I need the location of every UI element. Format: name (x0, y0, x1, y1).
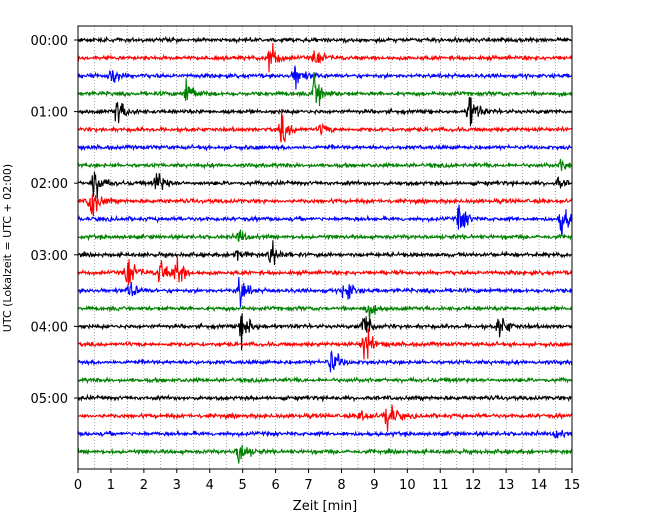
trace-0530 (77, 429, 573, 439)
trace-0515 (77, 404, 573, 432)
trace-0030 (77, 65, 573, 90)
trace-0330 (77, 277, 573, 308)
y-tick-label: 04:00 (31, 320, 68, 335)
x-tick-label: 7 (304, 478, 312, 493)
plot-frame (77, 25, 573, 470)
x-tick-label: 5 (239, 478, 247, 493)
trace-0415 (77, 328, 573, 360)
trace-0100 (77, 96, 573, 127)
trace-0115 (77, 109, 573, 143)
x-tick-label: 15 (564, 478, 581, 493)
y-axis-label: UTC (Lokalzeit = UTC + 02:00) (1, 164, 14, 332)
trace-0300 (77, 240, 573, 265)
y-tick-label: 01:00 (31, 106, 68, 121)
trace-0400 (77, 313, 573, 351)
trace-0545 (77, 444, 573, 464)
trace-0045 (77, 72, 573, 107)
x-tick-label: 0 (74, 478, 82, 493)
trace-0000 (77, 35, 573, 45)
x-tick-label: 13 (498, 478, 515, 493)
trace-0315 (77, 256, 573, 286)
trace-0015 (77, 42, 573, 73)
trace-0245 (77, 229, 573, 243)
x-tick-label: 6 (271, 478, 279, 493)
trace-0430 (77, 350, 573, 373)
y-tick-label: 05:00 (31, 392, 68, 407)
grid-lines (94, 26, 556, 469)
y-axis-ticks: 00:00 01:00 02:00 03:00 04:00 05:00 (31, 34, 78, 407)
x-axis-label: Zeit [min] (293, 499, 357, 514)
y-tick-label: 03:00 (31, 249, 68, 264)
trace-0200 (77, 171, 573, 199)
trace-0500 (77, 393, 573, 403)
x-tick-label: 11 (432, 478, 449, 493)
x-tick-label: 12 (465, 478, 482, 493)
trace-0445 (77, 375, 573, 385)
x-tick-label: 9 (370, 478, 378, 493)
x-tick-label: 2 (140, 478, 148, 493)
x-tick-label: 10 (399, 478, 416, 493)
x-tick-label: 1 (107, 478, 115, 493)
x-tick-label: 3 (173, 478, 181, 493)
y-tick-label: 00:00 (31, 34, 68, 49)
trace-0215 (77, 194, 573, 217)
trace-0130 (77, 143, 573, 152)
x-tick-label: 8 (337, 478, 345, 493)
x-tick-label: 14 (531, 478, 548, 493)
seismic-traces (77, 35, 573, 464)
trace-0145 (77, 158, 573, 171)
trace-0345 (77, 304, 573, 322)
x-tick-label: 4 (206, 478, 214, 493)
x-axis-ticks: 0 1 2 3 4 5 6 7 8 9 10 11 12 13 14 15 (74, 469, 580, 493)
y-tick-label: 02:00 (31, 177, 68, 192)
trace-0230 (77, 204, 573, 236)
